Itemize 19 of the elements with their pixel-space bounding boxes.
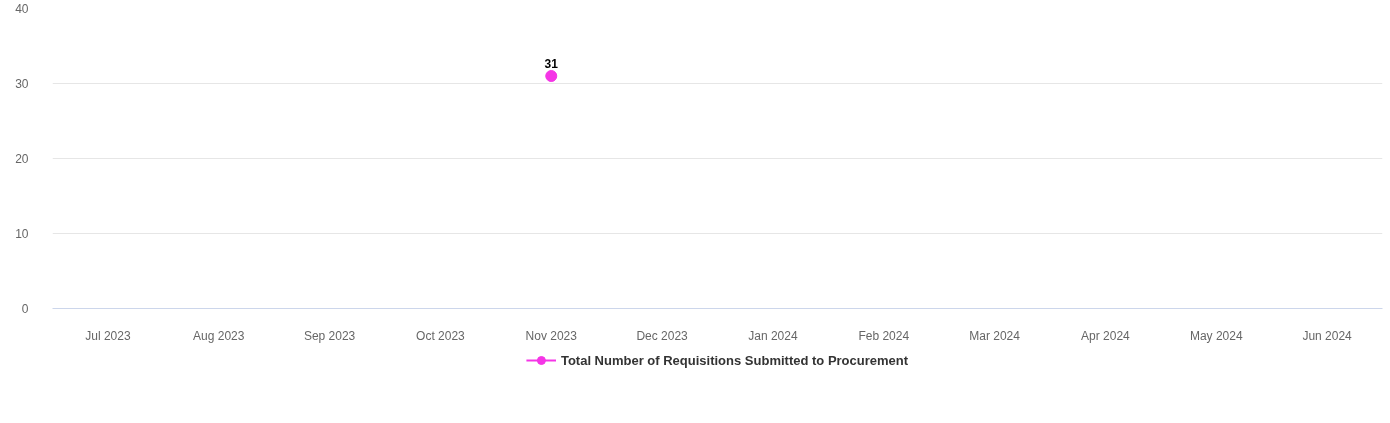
- x-tick-label: Nov 2023: [525, 328, 578, 343]
- x-tick-label: Mar 2024: [969, 328, 1021, 343]
- x-tick-label: Feb 2024: [858, 328, 910, 343]
- x-tick-label: Oct 2023: [416, 328, 466, 343]
- x-tick-label: Sep 2023: [303, 328, 356, 343]
- y-tick-label: 0: [21, 302, 29, 316]
- legend-label: Total Number of Requisitions Submitted to Procurement: [560, 352, 909, 368]
- y-tick-label: 20: [15, 152, 29, 166]
- x-tick-label: Aug 2023: [193, 328, 245, 343]
- x-tick-label: Jul 2023: [85, 328, 131, 343]
- y-tick-label: 10: [15, 227, 29, 241]
- x-tick-label: Dec 2023: [636, 328, 689, 343]
- data-label: 31: [544, 57, 559, 71]
- y-tick-label: 40: [15, 2, 29, 16]
- x-tick-label: Jun 2024: [1302, 328, 1353, 343]
- x-tick-label: Apr 2024: [1081, 328, 1131, 343]
- y-tick-label: 30: [15, 77, 29, 91]
- x-tick-label: May 2024: [1189, 328, 1243, 343]
- x-tick-label: Jan 2024: [748, 328, 798, 343]
